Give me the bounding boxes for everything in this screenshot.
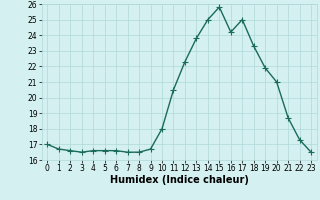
X-axis label: Humidex (Indice chaleur): Humidex (Indice chaleur) (110, 175, 249, 185)
